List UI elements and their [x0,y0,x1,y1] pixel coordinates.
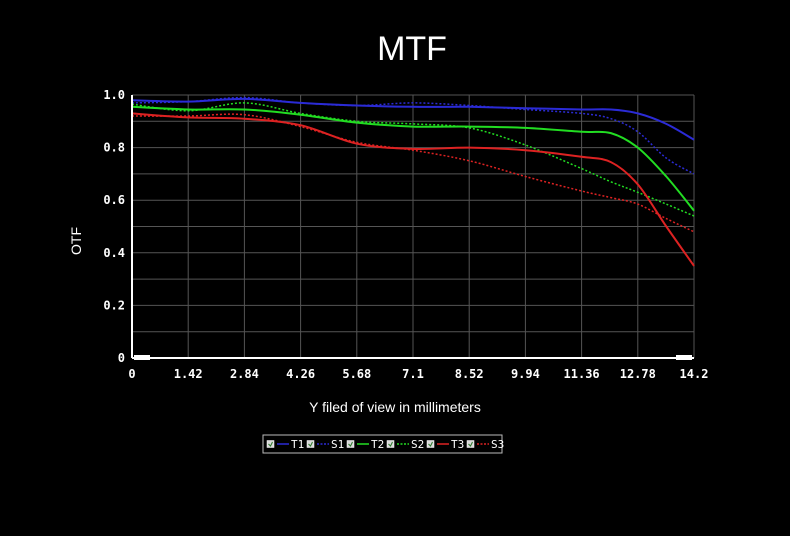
legend-checkbox-icon[interactable] [466,440,475,448]
legend-item-t3[interactable]: T3 [426,438,464,451]
checkmark-icon [428,441,433,447]
x-tick-label: 11.36 [564,367,600,381]
legend-box [262,434,503,454]
axis-end-marker [134,355,150,360]
x-tick-label: 0 [128,367,135,381]
legend: T1 S1 T2 S2 T3 S3 [262,434,504,454]
series-line-s3 [131,113,695,233]
legend-item-t2[interactable]: T2 [346,438,384,451]
legend-label: S3 [491,438,504,451]
legend-checkbox-icon[interactable] [426,440,435,448]
legend-label: S1 [331,438,344,451]
legend-item-s2[interactable]: S2 [386,438,424,451]
legend-item-s3[interactable]: S3 [466,438,504,451]
legend-label: T1 [291,438,304,451]
legend-checkbox-icon[interactable] [386,440,395,448]
series-line-t3 [131,112,695,267]
tick-labels: 0 1.42 2.84 4.26 5.68 7.1 8.52 9.94 11.36 12.78 14… [103,88,708,381]
x-tick-label: 5.68 [342,367,371,381]
series-line-t1 [131,97,695,141]
legend-checkbox-icon[interactable] [306,440,315,448]
checkmark-icon [348,441,353,447]
series-line-s1 [131,96,695,175]
legend-label: T2 [371,438,384,451]
axis-end-marker [676,355,692,360]
series-line-s2 [131,102,695,217]
x-tick-label: 1.42 [174,367,203,381]
x-tick-label: 7.1 [402,367,424,381]
y-tick-label: 1.0 [103,88,125,102]
x-tick-label: 14.2 [680,367,709,381]
checkmark-icon [308,441,313,447]
x-tick-label: 8.52 [455,367,484,381]
legend-label: S2 [411,438,424,451]
y-tick-label: 0.8 [103,141,125,155]
y-tick-label: 0.4 [103,246,125,260]
legend-item-t1[interactable]: T1 [266,438,304,451]
x-tick-label: 9.94 [511,367,540,381]
legend-label: T3 [451,438,464,451]
y-tick-label: 0 [118,351,125,365]
grid [131,94,695,359]
chart-title: MTF [377,30,447,68]
series-lines [131,96,695,267]
checkmark-icon [468,441,473,447]
legend-item-s1[interactable]: S1 [306,438,344,451]
x-tick-label: 12.78 [620,367,656,381]
series-line-t2 [131,105,695,212]
checkmark-icon [388,441,393,447]
y-tick-label: 0.2 [103,298,125,312]
y-tick-label: 0.6 [103,193,125,207]
checkmark-icon [268,441,273,447]
x-tick-label: 2.84 [230,367,259,381]
x-tick-label: 4.26 [286,367,315,381]
y-axis-label: OTF [68,227,84,255]
x-axis-label: Y filed of view in millimeters [309,399,481,415]
axes [131,95,694,360]
legend-checkbox-icon[interactable] [346,440,355,448]
legend-checkbox-icon[interactable] [266,440,275,448]
